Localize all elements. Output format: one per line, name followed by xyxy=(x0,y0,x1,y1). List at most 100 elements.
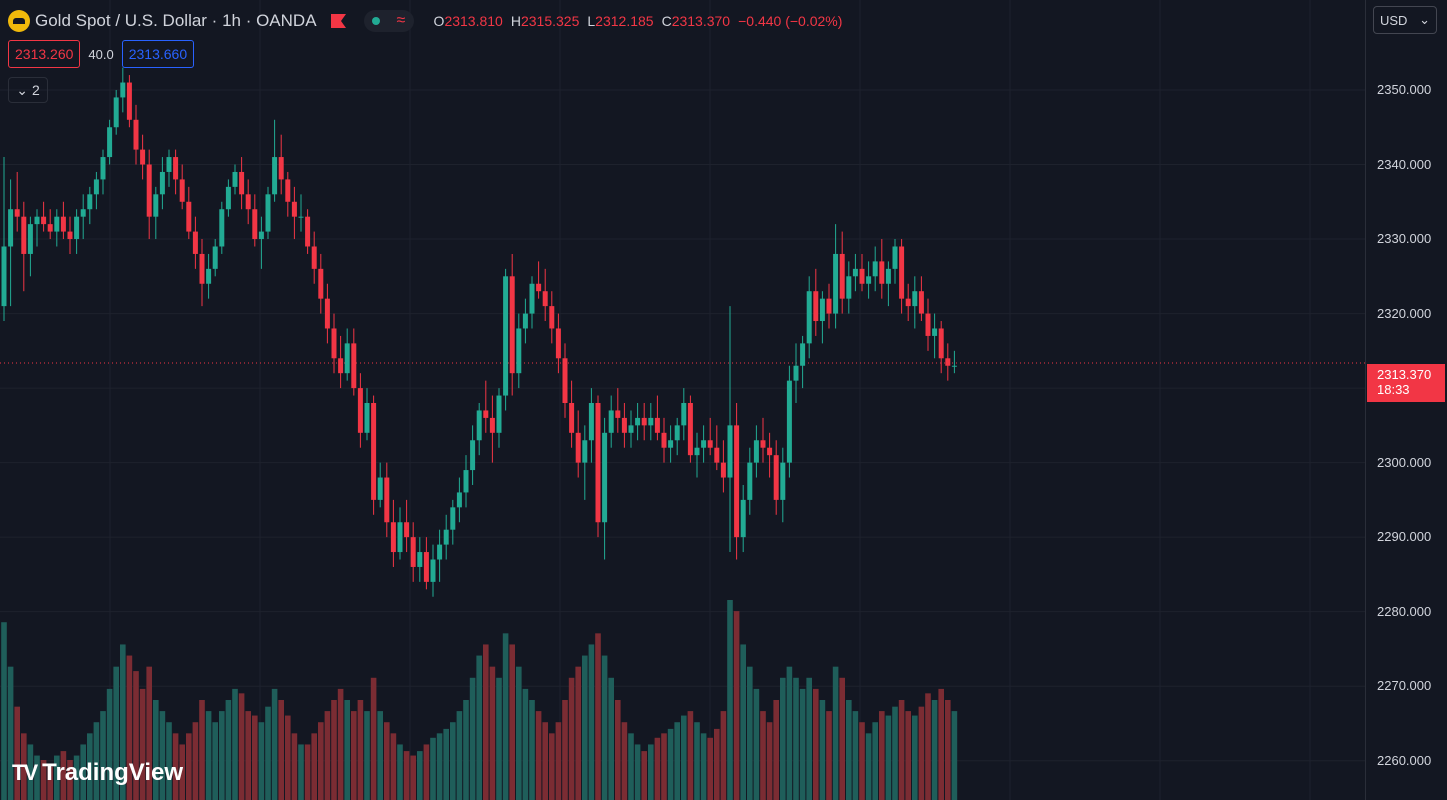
volume-bar xyxy=(318,722,324,800)
axis-tick-label: 2280.000 xyxy=(1377,603,1432,619)
volume-bar xyxy=(641,751,647,800)
volume-bar xyxy=(192,722,199,800)
volume-bar xyxy=(212,722,218,800)
volume-bar xyxy=(430,737,436,800)
candle-body xyxy=(549,306,555,329)
volume-bar xyxy=(87,733,93,800)
candle-body xyxy=(404,522,410,538)
candle-body xyxy=(470,440,476,471)
volume-bar xyxy=(456,711,463,800)
candle-body xyxy=(615,410,621,418)
candle-body xyxy=(522,313,528,329)
candle-body xyxy=(582,440,588,463)
volume-bar xyxy=(40,760,47,800)
candle-body xyxy=(463,470,469,493)
candle-body xyxy=(687,403,693,456)
volume-bar xyxy=(298,744,304,800)
volume-bar xyxy=(126,655,133,800)
volume-bar xyxy=(819,700,826,800)
brand-name: TradingView xyxy=(42,759,184,786)
volume-bar xyxy=(700,733,707,800)
candle-body xyxy=(826,298,832,314)
buy-price-button[interactable]: 2313.660 xyxy=(121,40,195,68)
volume-bar xyxy=(608,677,614,800)
volume-bar xyxy=(793,677,799,800)
candle-body xyxy=(410,537,416,567)
candle-body xyxy=(489,417,495,433)
candle-body xyxy=(727,425,733,478)
volume-bar xyxy=(707,737,713,800)
currency-select[interactable]: USD ⌄ xyxy=(1373,6,1437,34)
volume-bar xyxy=(146,666,152,800)
volume-bar xyxy=(483,644,489,800)
candle-body xyxy=(456,492,462,508)
market-status-pill[interactable]: ≈ xyxy=(363,10,414,32)
candle-body xyxy=(846,276,852,299)
volume-bar xyxy=(34,755,40,800)
volume-bar xyxy=(7,666,14,800)
candle-body xyxy=(159,171,165,195)
volume-bar xyxy=(139,688,146,800)
candle-body xyxy=(14,209,20,217)
candlestick-chart[interactable] xyxy=(0,0,1365,800)
candle-body xyxy=(153,194,159,217)
volume-bar xyxy=(687,711,694,800)
price-axis[interactable]: USD ⌄ 2350.000 2340.000 2330.000 2320.000 23… xyxy=(1365,0,1447,800)
volume-bar xyxy=(133,671,139,800)
sell-price-button[interactable]: 2313.260 xyxy=(8,40,81,68)
axis-tick-label: 2340.000 xyxy=(1377,156,1432,172)
quote-panel: 2313.260 40.0 2313.660 xyxy=(8,40,195,68)
volume-bar xyxy=(166,722,172,800)
candle-body xyxy=(555,328,561,359)
volume-bar xyxy=(865,733,872,800)
tradingview-logo[interactable]: TV TradingView xyxy=(12,759,183,787)
open-value: 2313.810 xyxy=(444,13,503,29)
candle-body xyxy=(192,231,198,254)
volume-bar xyxy=(912,715,918,800)
candle-body xyxy=(278,157,284,180)
candle-body xyxy=(602,432,608,523)
symbol-title[interactable]: Gold Spot / U.S. Dollar · 1h · OANDA xyxy=(35,11,317,30)
volume-bar xyxy=(522,688,529,800)
volume-bar xyxy=(278,700,284,800)
wave-icon: ≈ xyxy=(396,12,406,29)
volume-bar xyxy=(516,666,522,800)
candle-body xyxy=(681,403,687,426)
candle-body xyxy=(21,216,27,254)
candle-body xyxy=(298,216,304,218)
bar-countdown: 18:33 xyxy=(1377,382,1410,397)
volume-bar xyxy=(747,666,753,800)
candle-body xyxy=(938,328,944,359)
candle-body xyxy=(800,343,806,366)
volume-bar xyxy=(839,677,845,800)
candle-body xyxy=(311,246,317,269)
candle-body xyxy=(720,462,726,478)
volume-bar xyxy=(826,711,832,800)
candle-body xyxy=(206,268,212,284)
volume-bar xyxy=(898,700,905,800)
candle-body xyxy=(918,291,924,314)
volume-bar xyxy=(232,688,238,800)
candle-body xyxy=(899,246,905,299)
candle-body xyxy=(146,164,152,217)
volume-bar xyxy=(753,688,760,800)
candle-body xyxy=(562,358,568,403)
collapse-indicators-button[interactable]: ⌄ 2 xyxy=(8,77,48,103)
red-flag-icon[interactable] xyxy=(330,14,346,28)
candle-body xyxy=(443,529,449,545)
volume-bar xyxy=(397,744,403,800)
volume-bar xyxy=(727,600,733,800)
volume-bar xyxy=(159,711,166,800)
volume-bar xyxy=(410,755,416,800)
volume-bar xyxy=(245,711,251,800)
axis-tick-label: 2270.000 xyxy=(1377,678,1432,694)
current-price-value: 2313.370 xyxy=(1377,367,1432,382)
volume-bar xyxy=(225,700,232,800)
volume-bar xyxy=(337,688,344,800)
candle-body xyxy=(41,216,47,225)
candle-body xyxy=(773,455,779,500)
candle-body xyxy=(542,291,548,307)
candle-body xyxy=(569,403,575,433)
spread-value: 40.0 xyxy=(88,46,114,62)
volume-bar xyxy=(60,751,67,800)
